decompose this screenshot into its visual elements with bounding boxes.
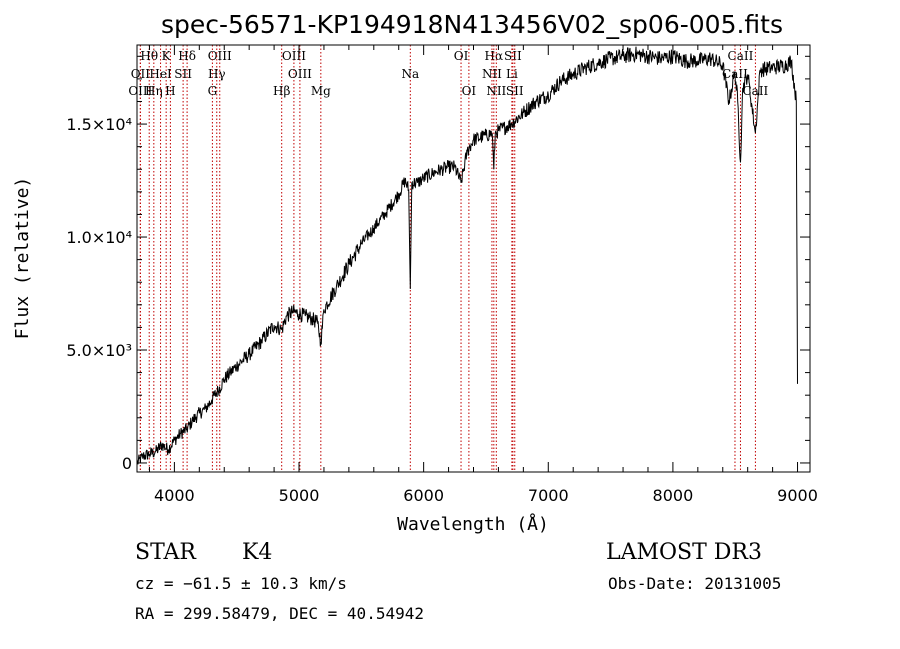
object-class: STAR <box>135 540 196 565</box>
marker-label: OIII <box>128 84 152 98</box>
marker-label: SII <box>174 67 192 81</box>
x-tick-label: 8000 <box>653 486 694 505</box>
y-tick-label: 1.0×10⁴ <box>66 228 132 247</box>
marker-label: HeI <box>149 67 172 81</box>
x-axis-label: Wavelength (Å) <box>397 513 549 535</box>
flux-line <box>136 46 798 465</box>
object-subclass: K4 <box>242 540 273 565</box>
marker-label: OIII <box>282 49 306 63</box>
marker-label: SII <box>506 84 524 98</box>
marker-label: Hθ <box>140 49 158 63</box>
marker-label: NII <box>486 84 506 98</box>
y-axis-label: Flux (relative) <box>12 177 33 340</box>
marker-label: Hγ <box>208 67 226 81</box>
marker-label: SII <box>504 49 522 63</box>
marker-label: OIII <box>208 49 232 63</box>
marker-label: Hβ <box>273 84 290 98</box>
y-tick-label: 0 <box>122 454 132 473</box>
x-tick-label: 9000 <box>777 486 818 505</box>
marker-label: OI <box>454 49 469 63</box>
marker-label: K <box>162 49 172 63</box>
redshift-readout: cz = −61.5 ± 10.3 km/s <box>135 574 347 593</box>
spectrum-series <box>136 46 798 465</box>
marker-label: Na <box>401 67 419 81</box>
marker-label: OI <box>462 84 477 98</box>
marker-label: H <box>165 84 175 98</box>
x-axis: 4000 5000 6000 7000 8000 9000 <box>148 45 818 505</box>
observation-date: Obs-Date: 20131005 <box>608 574 782 593</box>
marker-label: Hδ <box>178 49 196 63</box>
marker-label: Mg <box>311 84 331 98</box>
y-axis: 0 5.0×10³ 1.0×10⁴ 1.5×10⁴ <box>66 55 810 473</box>
marker-label: OIII <box>288 67 312 81</box>
y-tick-label: 5.0×10³ <box>66 341 132 360</box>
marker-label: Li <box>506 67 518 81</box>
survey-name: LAMOST DR3 <box>606 540 762 565</box>
coordinates-readout: RA = 299.58479, DEC = 40.54942 <box>135 604 424 623</box>
x-tick-label: 5000 <box>279 486 320 505</box>
marker-label: Hη <box>145 84 163 98</box>
x-tick-label: 6000 <box>403 486 444 505</box>
marker-label: CaII <box>742 84 768 98</box>
x-tick-label: 7000 <box>528 486 569 505</box>
marker-label: Hα <box>485 49 504 63</box>
plot-frame <box>136 44 811 473</box>
x-tick-label: 4000 <box>154 486 195 505</box>
chart-title: spec-56571-KP194918N413456V02_sp06-005.f… <box>161 10 783 39</box>
y-tick-label: 1.5×10⁴ <box>66 115 132 134</box>
marker-label: G <box>208 84 218 98</box>
marker-label: NII <box>482 67 502 81</box>
marker-label: CaII <box>728 49 754 63</box>
